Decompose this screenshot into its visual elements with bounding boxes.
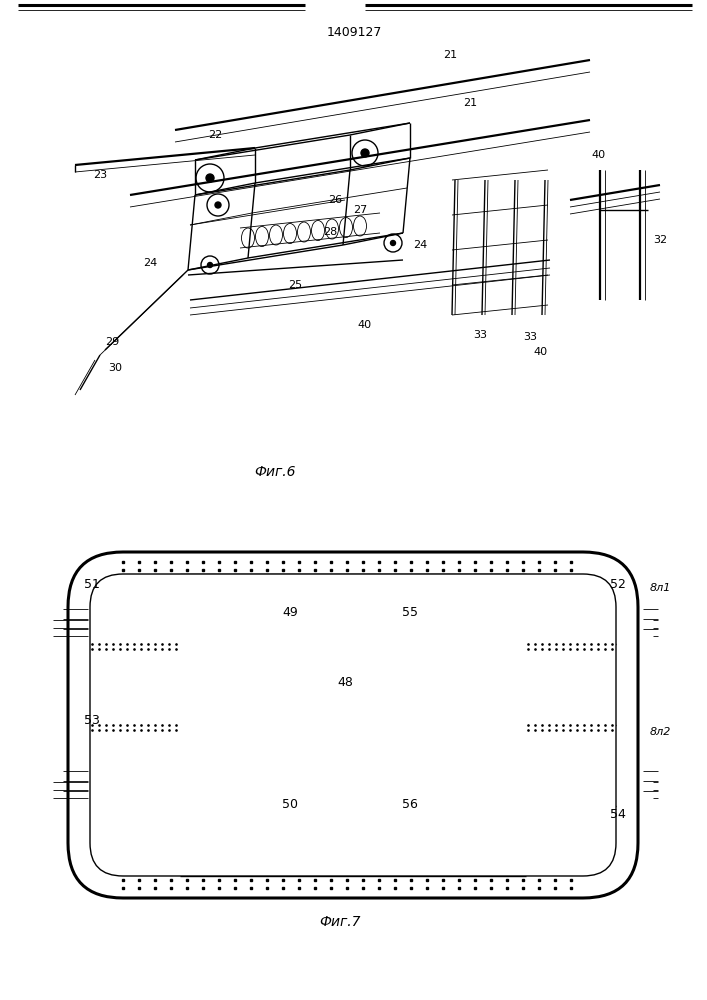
Text: Фиг.6: Фиг.6	[255, 465, 296, 479]
Ellipse shape	[207, 262, 213, 267]
Text: 33: 33	[523, 332, 537, 342]
Text: 21: 21	[443, 50, 457, 60]
Text: 53: 53	[84, 714, 100, 726]
Text: 40: 40	[533, 347, 547, 357]
Text: 8л1: 8л1	[649, 583, 671, 593]
Text: 56: 56	[402, 798, 418, 812]
Text: 52: 52	[610, 578, 626, 590]
Text: 24: 24	[143, 258, 157, 268]
Text: 54: 54	[610, 808, 626, 820]
Text: 30: 30	[108, 363, 122, 373]
Text: 40: 40	[358, 320, 372, 330]
Text: 23: 23	[93, 170, 107, 180]
Text: 55: 55	[402, 605, 418, 618]
Text: 1409127: 1409127	[327, 25, 382, 38]
Text: 21: 21	[463, 98, 477, 108]
Text: 50: 50	[282, 798, 298, 812]
Text: 27: 27	[353, 205, 367, 215]
Text: 26: 26	[328, 195, 342, 205]
Text: 25: 25	[288, 280, 302, 290]
Text: 40: 40	[591, 150, 605, 160]
Ellipse shape	[361, 149, 369, 157]
Text: 22: 22	[208, 130, 222, 140]
Text: 48: 48	[337, 676, 353, 688]
FancyBboxPatch shape	[90, 574, 616, 876]
Ellipse shape	[390, 240, 395, 245]
Text: 29: 29	[105, 337, 119, 347]
Text: 28: 28	[323, 227, 337, 237]
Text: 32: 32	[653, 235, 667, 245]
Text: Фиг.7: Фиг.7	[320, 915, 361, 929]
Text: 24: 24	[413, 240, 427, 250]
Ellipse shape	[215, 202, 221, 208]
Text: 51: 51	[84, 578, 100, 590]
Text: 33: 33	[473, 330, 487, 340]
Text: 8л2: 8л2	[649, 727, 671, 737]
Ellipse shape	[206, 174, 214, 182]
Text: 49: 49	[282, 605, 298, 618]
FancyBboxPatch shape	[68, 552, 638, 898]
